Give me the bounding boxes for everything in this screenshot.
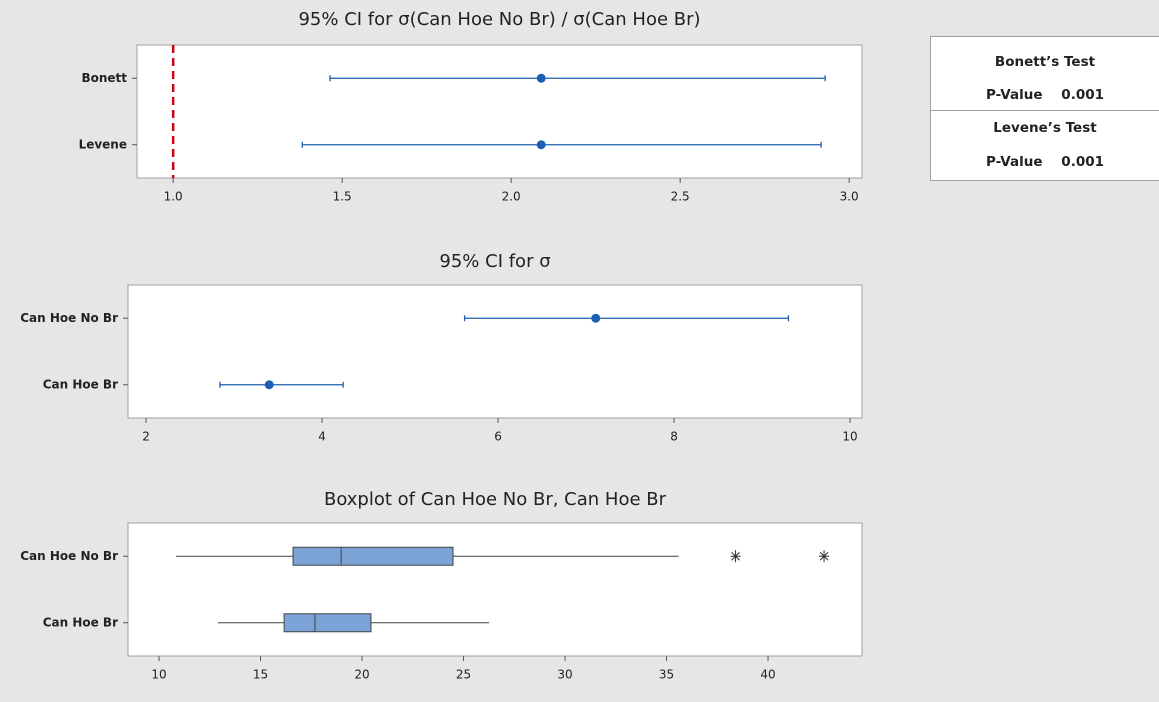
estimate-point <box>264 380 274 390</box>
separator <box>931 110 1159 111</box>
p-label: P-Value <box>985 87 1043 103</box>
x-tick-label: 2.0 <box>502 190 521 204</box>
x-tick-label: 10 <box>151 668 166 682</box>
plot-area <box>127 522 863 657</box>
x-tick-label: 3.0 <box>840 190 859 204</box>
p-value: 0.001 <box>1061 87 1104 103</box>
test-summary: Bonett’s Test P-Value 0.001 Levene’s Tes… <box>930 36 1159 181</box>
box <box>283 613 372 633</box>
estimate-point <box>536 140 546 150</box>
x-tick-label: 20 <box>354 668 369 682</box>
y-tick-label: Can Hoe Br <box>43 377 118 391</box>
x-tick-label: 2.5 <box>671 190 690 204</box>
x-tick-label: 4 <box>318 430 326 444</box>
p-row: P-Value 0.001 <box>931 154 1159 170</box>
x-tick-label: 1.0 <box>164 190 183 204</box>
x-tick-label: 15 <box>253 668 268 682</box>
chart-title: 95% CI for σ(Can Hoe No Br) / σ(Can Hoe … <box>298 9 700 30</box>
x-tick-label: 2 <box>142 430 150 444</box>
x-tick-label: 30 <box>557 668 572 682</box>
plot-area <box>136 44 863 179</box>
p-label: P-Value <box>985 154 1043 170</box>
plot-area <box>127 284 863 419</box>
x-tick-label: 25 <box>456 668 471 682</box>
chart-title: Boxplot of Can Hoe No Br, Can Hoe Br <box>324 489 667 510</box>
p-value: 0.001 <box>1061 154 1104 170</box>
p-row: P-Value 0.001 <box>931 87 1159 103</box>
x-tick-label: 10 <box>842 430 857 444</box>
y-tick-label: Bonett <box>81 71 127 85</box>
y-tick-label: Can Hoe Br <box>43 615 118 629</box>
estimate-point <box>536 73 546 83</box>
y-tick-label: Can Hoe No Br <box>20 549 118 563</box>
x-tick-label: 1.5 <box>333 190 352 204</box>
test-name: Bonett’s Test <box>994 54 1096 70</box>
test-name: Levene’s Test <box>993 120 1097 136</box>
chart-title: 95% CI for σ <box>439 251 550 272</box>
y-tick-label: Can Hoe No Br <box>20 311 118 325</box>
x-tick-label: 35 <box>659 668 674 682</box>
x-tick-label: 8 <box>670 430 678 444</box>
y-tick-label: Levene <box>79 137 127 151</box>
x-tick-label: 40 <box>760 668 775 682</box>
x-tick-label: 6 <box>494 430 502 444</box>
outlier <box>819 550 830 563</box>
estimate-point <box>591 313 601 323</box>
outlier <box>730 550 741 563</box>
box <box>292 546 454 566</box>
